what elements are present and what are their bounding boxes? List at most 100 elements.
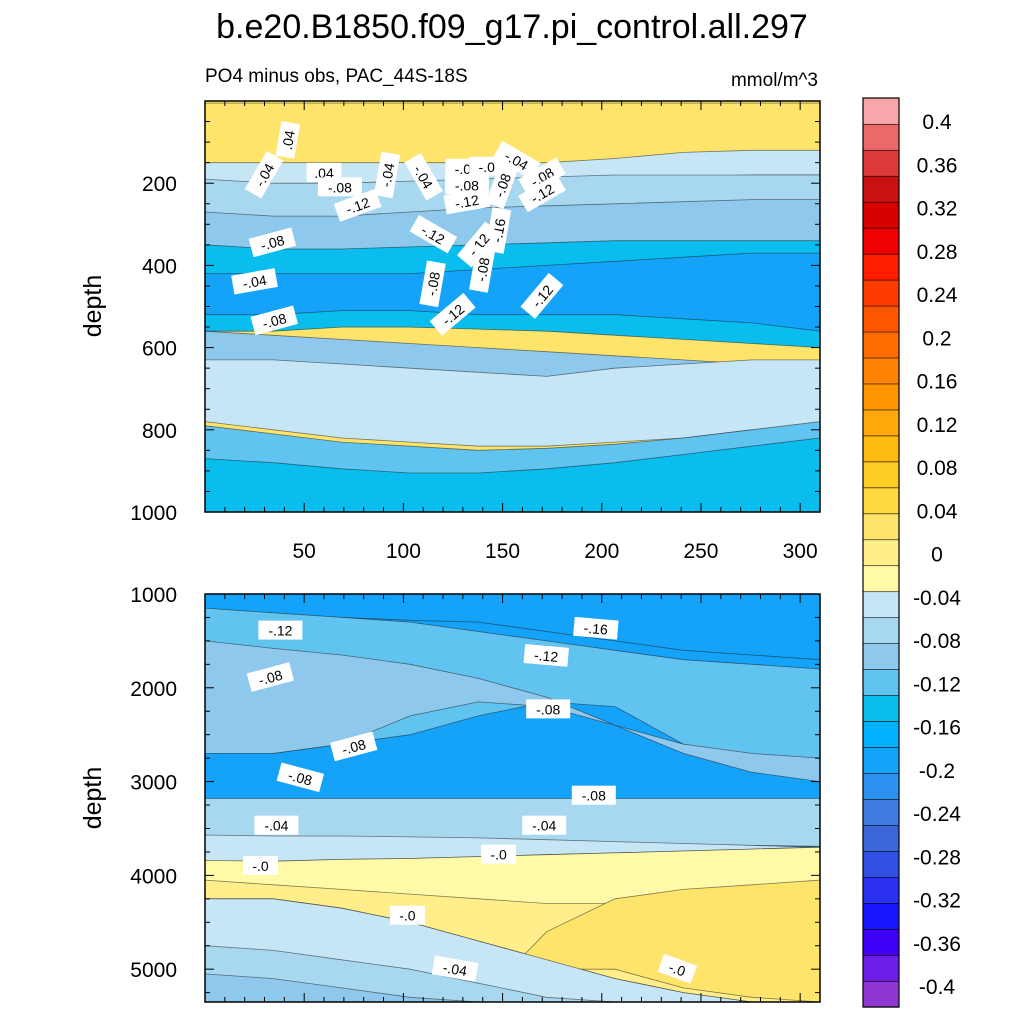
contour-label-text: -.0 [252, 858, 269, 874]
contour-label: -.08 [248, 227, 297, 258]
x-tick-label: 50 [293, 540, 316, 563]
colorbar-box [862, 980, 900, 1008]
chart-title: b.e20.B1850.f09_g17.pi_control.all.297 [216, 8, 808, 46]
contour-label: -.08 [419, 260, 446, 308]
colorbar-tick-label: -0.32 [913, 890, 961, 913]
lower-panel-frame [204, 593, 821, 1003]
contour-label: -.0 [657, 953, 698, 984]
contour-label-text: -.0 [455, 161, 472, 177]
colorbar-box [862, 409, 900, 437]
contour-label-box [329, 731, 378, 762]
contour-label: -.04 [231, 268, 278, 295]
contour-label-text: -.08 [340, 736, 368, 758]
colorbar: 0.4 0.36 0.32 0.28 0.24 0.2 0.16 0.12 0.08 0.04 0 -… [862, 97, 961, 1008]
contour-label-text: .04 [314, 165, 334, 181]
contour-label: -.08 [444, 175, 489, 195]
colorbar-tick-label: 0.08 [917, 457, 958, 480]
contour-label: .04 [275, 121, 301, 159]
contour-label-box [573, 616, 619, 640]
colorbar-box [862, 669, 900, 696]
contour-label-text: -.08 [536, 701, 560, 717]
contour-label-box [333, 188, 382, 222]
contour-label: -.08 [246, 662, 295, 692]
contour-label: -.08 [485, 161, 519, 210]
y-tick-label: 1000 [130, 584, 177, 607]
lower-panel: -.12 -.16-.12-.08-.08-.08-.08-.08-.04 -.04… [79, 584, 821, 1003]
contour-label-text: -.12 [533, 647, 559, 665]
colorbar-box [862, 227, 900, 255]
contour-label-box [518, 173, 566, 213]
colorbar-tick-label: -0.04 [913, 587, 961, 610]
colorbar-tick-label: -0.16 [913, 717, 961, 740]
contour-label-box [526, 699, 571, 719]
contour-label: -.0 [243, 856, 278, 875]
contour-label-text: -.12 [268, 623, 292, 639]
contour-label-box [481, 844, 517, 864]
contour-label-text: -.12 [344, 194, 372, 217]
contour-label-box [444, 175, 489, 195]
contour-label: -.08 [469, 246, 496, 293]
contour-label: -.0 [469, 156, 505, 176]
contour-label: -.12 [523, 644, 569, 667]
contour-label-text: -.04 [264, 818, 288, 834]
colorbar-box [862, 305, 900, 333]
upper-panel-ticks: 50 100 150 200 250 300 200 400 600 800 1000 [130, 100, 820, 563]
contour-label-box [254, 815, 299, 835]
contour-label-box [431, 955, 479, 982]
contour-label-box [419, 260, 446, 308]
contour-label-box [456, 221, 500, 268]
colorbar-box [862, 591, 900, 619]
contour-label: -.04 [373, 151, 401, 199]
colorbar-box [862, 772, 900, 800]
contour-label-text: -.0 [479, 159, 496, 175]
upper-panel-fill [204, 101, 821, 513]
colorbar-tick-label: 0.24 [917, 284, 958, 307]
contour-label: -.12 [258, 620, 303, 640]
contour-label: -.08 [329, 731, 378, 762]
contour-label-box [657, 953, 698, 984]
y-tick-label: 3000 [130, 772, 177, 795]
x-tick-label: 300 [783, 540, 818, 563]
colorbar-tick-label: 0.4 [922, 111, 952, 134]
y-tick-label: 4000 [130, 865, 177, 888]
colorbar-box [862, 175, 900, 203]
contour-label: -.08 [526, 699, 571, 719]
contour-label: .04 [306, 162, 342, 182]
contour-label-box [485, 161, 519, 210]
contour-label-text: -.0 [399, 908, 416, 924]
contour-label-text: -.12 [454, 192, 481, 212]
y-tick-label: 1000 [130, 502, 177, 525]
contour-label-box [469, 246, 496, 293]
colorbar-box [862, 149, 900, 177]
colorbar-box [862, 357, 900, 385]
colorbar-tick-label: -0.12 [913, 673, 961, 696]
contour-label: -.08 [276, 762, 325, 793]
contour-label-text: -.16 [583, 620, 609, 638]
colorbar-tick-label: -0.08 [913, 630, 961, 653]
contour-label: -.12 [333, 188, 382, 222]
colorbar-frame [862, 97, 900, 1008]
colorbar-box [862, 331, 900, 359]
contour-label: -.16 [573, 616, 619, 640]
colorbar-tick-label: -0.4 [919, 976, 956, 999]
contour-label: -.08 [317, 177, 362, 197]
contour-label-box [518, 157, 566, 196]
y-tick-label: 5000 [130, 959, 177, 982]
x-tick-label: 100 [386, 540, 421, 563]
colorbar-tick-label: -0.36 [913, 933, 961, 956]
lower-panel-contour-labels: -.12 -.16 -.12 -.08 -.08 -.08 -.08 -.08 -.04 -.04… [243, 616, 698, 984]
y-tick-label: 600 [142, 338, 177, 361]
contour-label-box [243, 856, 278, 875]
contour-label-box [429, 292, 476, 336]
contour-label-box [443, 188, 491, 215]
contour-label: -.04 [254, 815, 299, 835]
contour-label-box [404, 152, 443, 201]
colorbar-tick-label: 0 [931, 544, 943, 567]
colorbar-tick-label: 0.2 [922, 327, 951, 350]
colorbar-tick-label: -0.2 [919, 760, 955, 783]
upper-panel: .04-.04.04-.08-.12-.04 -.04-.12-.0 -.0 -.04… [79, 100, 821, 563]
colorbar-box [862, 461, 900, 489]
contour-label-box [275, 121, 301, 159]
colorbar-box [862, 279, 900, 307]
